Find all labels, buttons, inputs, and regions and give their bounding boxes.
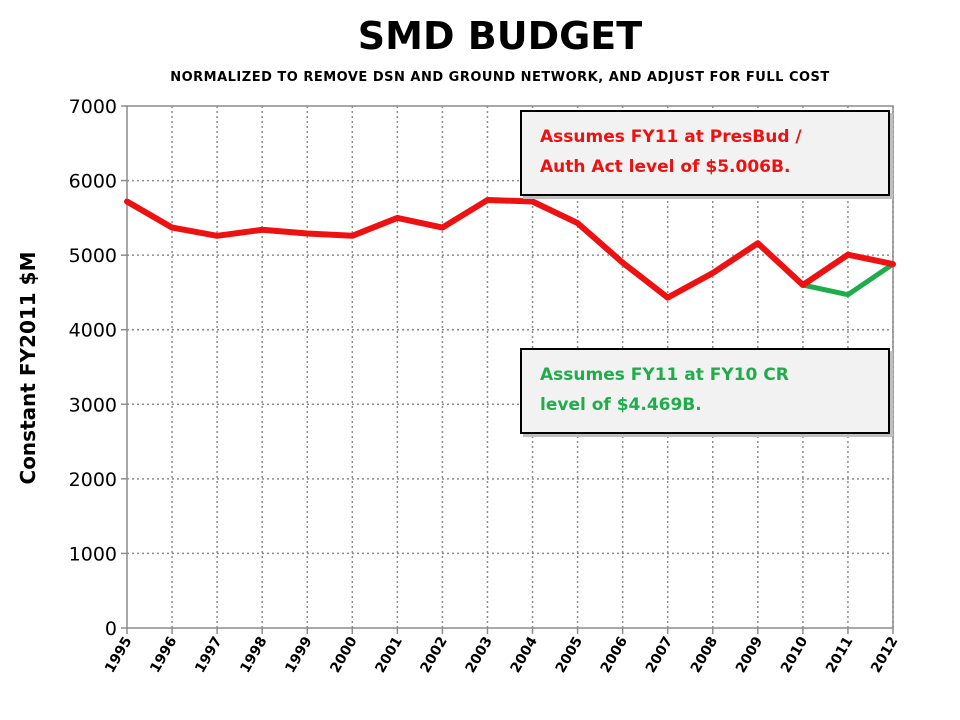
x-tick-label: 2011 bbox=[823, 634, 856, 676]
chart-subtitle: NORMALIZED TO REMOVE DSN AND GROUND NETW… bbox=[170, 70, 830, 85]
annotation-presbud: Assumes FY11 at PresBud / Auth Act level… bbox=[520, 110, 890, 196]
x-tick-label: 2009 bbox=[733, 634, 766, 676]
x-tick-label: 1996 bbox=[147, 634, 180, 676]
x-tick-label: 2005 bbox=[553, 634, 586, 676]
y-tick-label: 0 bbox=[105, 618, 117, 640]
annotation-cr-line-1: Assumes FY11 at FY10 CR bbox=[540, 365, 789, 385]
x-tick-label: 2007 bbox=[643, 634, 676, 676]
x-tick-label: 2010 bbox=[778, 634, 811, 676]
y-tick-label: 5000 bbox=[69, 245, 117, 267]
y-tick-label: 4000 bbox=[69, 320, 117, 342]
annotation-cr-line-2: level of $4.469B. bbox=[540, 395, 702, 415]
y-tick-label: 3000 bbox=[69, 394, 117, 416]
x-tick-label: 2012 bbox=[868, 634, 901, 676]
x-tick-label: 1998 bbox=[237, 634, 270, 676]
x-tick-label: 1999 bbox=[282, 634, 315, 676]
annotation-cr: Assumes FY11 at FY10 CR level of $4.469B… bbox=[520, 348, 890, 434]
x-tick-label: 2006 bbox=[598, 634, 631, 676]
series-line-presbud bbox=[124, 197, 896, 301]
annotation-presbud-line-1: Assumes FY11 at PresBud / bbox=[540, 127, 802, 147]
x-tick-label: 1995 bbox=[102, 634, 135, 676]
x-tick-label: 2003 bbox=[463, 634, 496, 676]
x-tick-label: 2001 bbox=[372, 634, 405, 676]
x-tick-label: 1997 bbox=[192, 634, 225, 676]
y-tick-label: 7000 bbox=[69, 96, 117, 118]
series-line-cr bbox=[800, 261, 896, 298]
y-tick-label: 2000 bbox=[69, 469, 117, 491]
x-tick-label: 2004 bbox=[508, 634, 541, 676]
x-tick-label: 2000 bbox=[327, 634, 360, 676]
chart-title: SMD BUDGET bbox=[357, 14, 643, 58]
y-tick-label: 1000 bbox=[69, 543, 117, 565]
y-tick-label: 6000 bbox=[69, 171, 117, 193]
annotation-presbud-line-2: Auth Act level of $5.006B. bbox=[540, 157, 791, 177]
plot-border bbox=[126, 105, 894, 629]
x-tick-label: 2002 bbox=[418, 634, 451, 676]
x-tick-label: 2008 bbox=[688, 634, 721, 676]
